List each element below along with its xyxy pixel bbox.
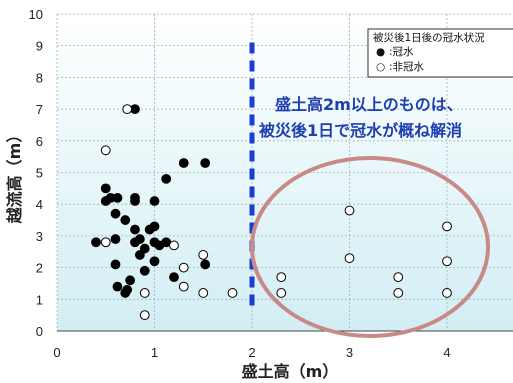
point-flooded: [139, 243, 150, 254]
point-flooded: [169, 272, 179, 283]
y-tick-label: 7: [36, 102, 43, 117]
point-not-flooded: [139, 310, 150, 321]
legend-symbol-open: ○: [376, 61, 385, 73]
point-not-flooded: [169, 240, 179, 251]
y-tick-label: 6: [36, 134, 43, 149]
y-tick-label: 4: [36, 197, 43, 212]
highlight-ellipse: [250, 156, 490, 338]
y-tick-label: 9: [36, 39, 43, 54]
point-not-flooded: [442, 256, 452, 267]
y-tick-label: 5: [36, 166, 43, 181]
point-not-flooded: [198, 288, 209, 298]
legend: 被災後1日後の冠水状況 ● :冠水 ○ :非冠水: [367, 28, 513, 78]
y-axis-title: 越流高（m）: [5, 127, 24, 225]
point-not-flooded: [139, 288, 150, 298]
point-flooded: [200, 259, 211, 270]
point-flooded: [134, 250, 145, 260]
point-not-flooded: [344, 205, 355, 216]
point-not-flooded: [276, 272, 287, 283]
x-tick-label: 1: [151, 345, 158, 360]
legend-symbol-filled: ●: [376, 46, 385, 58]
point-flooded: [125, 275, 136, 286]
point-not-flooded: [100, 145, 111, 156]
point-not-flooded: [393, 272, 404, 283]
point-not-flooded: [198, 250, 209, 260]
point-flooded: [110, 259, 121, 270]
point-flooded: [139, 265, 150, 276]
y-tick-label: 10: [29, 7, 43, 22]
point-not-flooded: [122, 104, 133, 114]
point-flooded: [120, 215, 131, 225]
point-flooded: [178, 158, 189, 168]
point-flooded: [130, 196, 140, 206]
point-flooded: [122, 284, 133, 295]
x-tick-label: 0: [53, 345, 60, 360]
point-flooded: [110, 234, 121, 244]
point-not-flooded: [393, 288, 404, 298]
point-flooded: [149, 221, 160, 232]
point-not-flooded: [178, 262, 189, 273]
point-not-flooded: [442, 288, 452, 298]
point-flooded: [130, 224, 140, 235]
point-not-flooded: [178, 281, 189, 292]
point-not-flooded: [344, 253, 355, 263]
x-tick-labels: 0 1 2 3 4: [53, 345, 450, 360]
point-flooded: [110, 208, 121, 219]
x-axis-title: 盛土高（m）: [242, 362, 339, 381]
y-tick-label: 3: [36, 229, 43, 244]
legend-label-not-flooded: :非冠水: [389, 61, 425, 73]
y-tick-label: 0: [36, 324, 43, 339]
x-tick-label: 3: [346, 345, 353, 360]
x-tick-label: 2: [248, 345, 255, 360]
point-flooded: [149, 256, 160, 267]
point-flooded: [112, 281, 123, 292]
y-tick-labels: 0 1 2 3 4 5 6 7 8 9 10: [29, 7, 43, 339]
point-flooded: [134, 234, 145, 244]
point-flooded: [112, 192, 123, 203]
point-flooded: [149, 196, 160, 206]
annotation-line-2: 被災後1日で冠水が概ね解消: [259, 121, 462, 140]
legend-title: 被災後1日後の冠水状況: [373, 31, 485, 44]
y-tick-label: 8: [36, 70, 43, 85]
y-tick-label: 1: [36, 292, 43, 307]
annotation-line-1: 盛土高2m以上のものは、: [275, 95, 463, 114]
point-flooded: [161, 173, 172, 184]
legend-box: [367, 28, 513, 78]
point-flooded: [91, 237, 101, 248]
legend-label-flooded: :冠水: [389, 46, 414, 58]
data-points: [91, 104, 452, 321]
x-tick-label: 4: [443, 345, 450, 360]
point-flooded: [100, 183, 111, 194]
point-not-flooded: [100, 237, 111, 248]
point-not-flooded: [227, 288, 238, 298]
y-tick-label: 2: [36, 261, 43, 276]
point-not-flooded: [442, 221, 452, 232]
point-not-flooded: [276, 288, 287, 298]
point-flooded: [200, 158, 211, 168]
